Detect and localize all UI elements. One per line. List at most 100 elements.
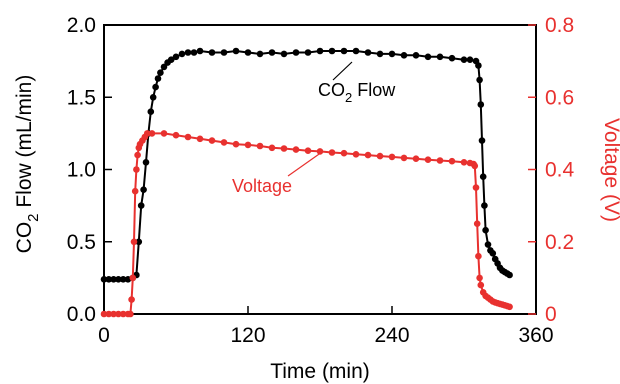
data-point-co2 bbox=[244, 49, 252, 56]
data-point-voltage bbox=[129, 274, 137, 282]
data-point-voltage bbox=[160, 130, 168, 137]
data-point-co2 bbox=[448, 54, 456, 62]
data-point-co2 bbox=[184, 49, 192, 56]
data-point-co2 bbox=[352, 47, 360, 55]
data-point-co2 bbox=[268, 49, 276, 56]
data-point-co2 bbox=[256, 50, 264, 58]
data-point-co2 bbox=[110, 276, 117, 283]
data-point-voltage bbox=[143, 130, 151, 137]
data-point-voltage bbox=[196, 135, 204, 143]
data-point-co2 bbox=[137, 202, 145, 209]
data-point-voltage bbox=[133, 166, 140, 173]
data-point-co2 bbox=[481, 202, 488, 209]
data-point-co2 bbox=[479, 173, 487, 180]
data-point-co2 bbox=[376, 50, 384, 58]
data-point-co2 bbox=[147, 108, 155, 115]
x-ticks: 0 120 240 360 bbox=[98, 306, 554, 347]
y-left-tick-label: 0.0 bbox=[67, 303, 96, 326]
plot-frame bbox=[103, 24, 537, 315]
annotation-voltage-pointer bbox=[287, 151, 323, 177]
data-point-voltage bbox=[244, 141, 252, 149]
y-left-tick-label: 1.5 bbox=[67, 86, 96, 109]
data-point-voltage bbox=[471, 162, 479, 170]
data-point-co2 bbox=[220, 49, 228, 56]
data-point-voltage bbox=[292, 146, 300, 153]
data-point-co2 bbox=[460, 56, 468, 63]
data-point-co2 bbox=[292, 49, 300, 56]
data-point-voltage bbox=[119, 310, 127, 318]
data-point-co2 bbox=[477, 101, 485, 108]
data-point-voltage bbox=[128, 296, 135, 303]
data-point-co2 bbox=[135, 238, 143, 246]
data-point-co2 bbox=[115, 276, 122, 283]
data-point-voltage bbox=[340, 149, 348, 157]
data-point-voltage bbox=[424, 156, 432, 163]
data-point-voltage bbox=[172, 131, 180, 139]
data-point-co2 bbox=[280, 50, 288, 58]
data-point-voltage bbox=[232, 140, 240, 148]
data-point-voltage bbox=[148, 130, 156, 137]
data-point-voltage bbox=[256, 142, 264, 150]
data-point-co2 bbox=[484, 241, 492, 248]
annotation-co2-rest: Flow bbox=[352, 80, 396, 100]
x-axis-title: Time (min) bbox=[270, 360, 370, 383]
data-point-co2 bbox=[489, 250, 497, 257]
y-ticks-left: 0.0 0.5 1.0 1.5 2.0 bbox=[67, 14, 112, 326]
data-point-voltage bbox=[130, 238, 138, 246]
data-point-voltage bbox=[220, 139, 228, 146]
data-point-co2 bbox=[364, 49, 372, 56]
y-ticks-right: 0 0.2 0.4 0.6 0.8 bbox=[528, 14, 575, 326]
data-point-voltage bbox=[115, 310, 122, 318]
y-right-tick-label: 0.2 bbox=[545, 231, 574, 254]
data-point-voltage bbox=[184, 133, 192, 141]
data-point-co2 bbox=[328, 47, 336, 55]
data-point-voltage bbox=[376, 152, 384, 160]
data-point-co2 bbox=[506, 271, 513, 279]
data-point-co2 bbox=[149, 94, 157, 101]
data-point-co2 bbox=[172, 53, 180, 61]
data-point-co2 bbox=[424, 53, 432, 61]
data-point-co2 bbox=[208, 49, 216, 56]
data-point-co2 bbox=[119, 276, 127, 283]
annotation-co2-pointer bbox=[332, 61, 353, 81]
y-axis-title-left: CO2 Flow (mL/min) bbox=[13, 75, 42, 254]
y-right-tick-label: 0.4 bbox=[545, 159, 575, 182]
data-point-co2 bbox=[152, 83, 159, 91]
y-axis-title-left-sub: 2 bbox=[25, 214, 42, 222]
data-point-co2 bbox=[482, 226, 489, 234]
y-left-tick-label: 1.0 bbox=[67, 159, 96, 182]
y-left-tick-label: 2.0 bbox=[67, 14, 96, 37]
data-point-co2 bbox=[105, 276, 113, 283]
data-point-voltage bbox=[475, 252, 482, 260]
x-tick-label: 360 bbox=[518, 324, 553, 347]
x-tick-label: 240 bbox=[374, 324, 409, 347]
data-point-co2 bbox=[157, 69, 164, 76]
y-right-tick-label: 0 bbox=[545, 303, 557, 326]
data-point-voltage bbox=[100, 310, 108, 318]
data-point-co2 bbox=[154, 75, 162, 82]
data-point-voltage bbox=[352, 151, 360, 158]
data-point-voltage bbox=[131, 187, 139, 195]
data-point-voltage bbox=[364, 151, 372, 159]
data-point-voltage bbox=[304, 147, 312, 154]
series-line-voltage bbox=[104, 132, 510, 315]
data-point-voltage bbox=[110, 310, 117, 318]
y-axis-title-left-base: CO bbox=[13, 222, 36, 254]
data-point-voltage bbox=[472, 184, 480, 191]
data-point-voltage bbox=[473, 220, 481, 227]
data-point-co2 bbox=[436, 53, 444, 61]
data-point-co2 bbox=[475, 62, 482, 69]
data-point-co2 bbox=[466, 56, 474, 63]
y-right-tick-label: 0.6 bbox=[545, 86, 574, 109]
data-point-voltage bbox=[506, 303, 513, 311]
data-point-voltage bbox=[400, 154, 408, 162]
data-point-co2 bbox=[196, 47, 204, 55]
data-point-voltage bbox=[105, 310, 113, 318]
data-point-co2 bbox=[178, 50, 186, 58]
x-tick-label: 0 bbox=[98, 324, 110, 347]
data-point-voltage bbox=[436, 157, 444, 164]
data-point-co2 bbox=[400, 52, 408, 59]
annotation-voltage: Voltage bbox=[232, 176, 292, 196]
data-point-co2 bbox=[142, 159, 150, 166]
